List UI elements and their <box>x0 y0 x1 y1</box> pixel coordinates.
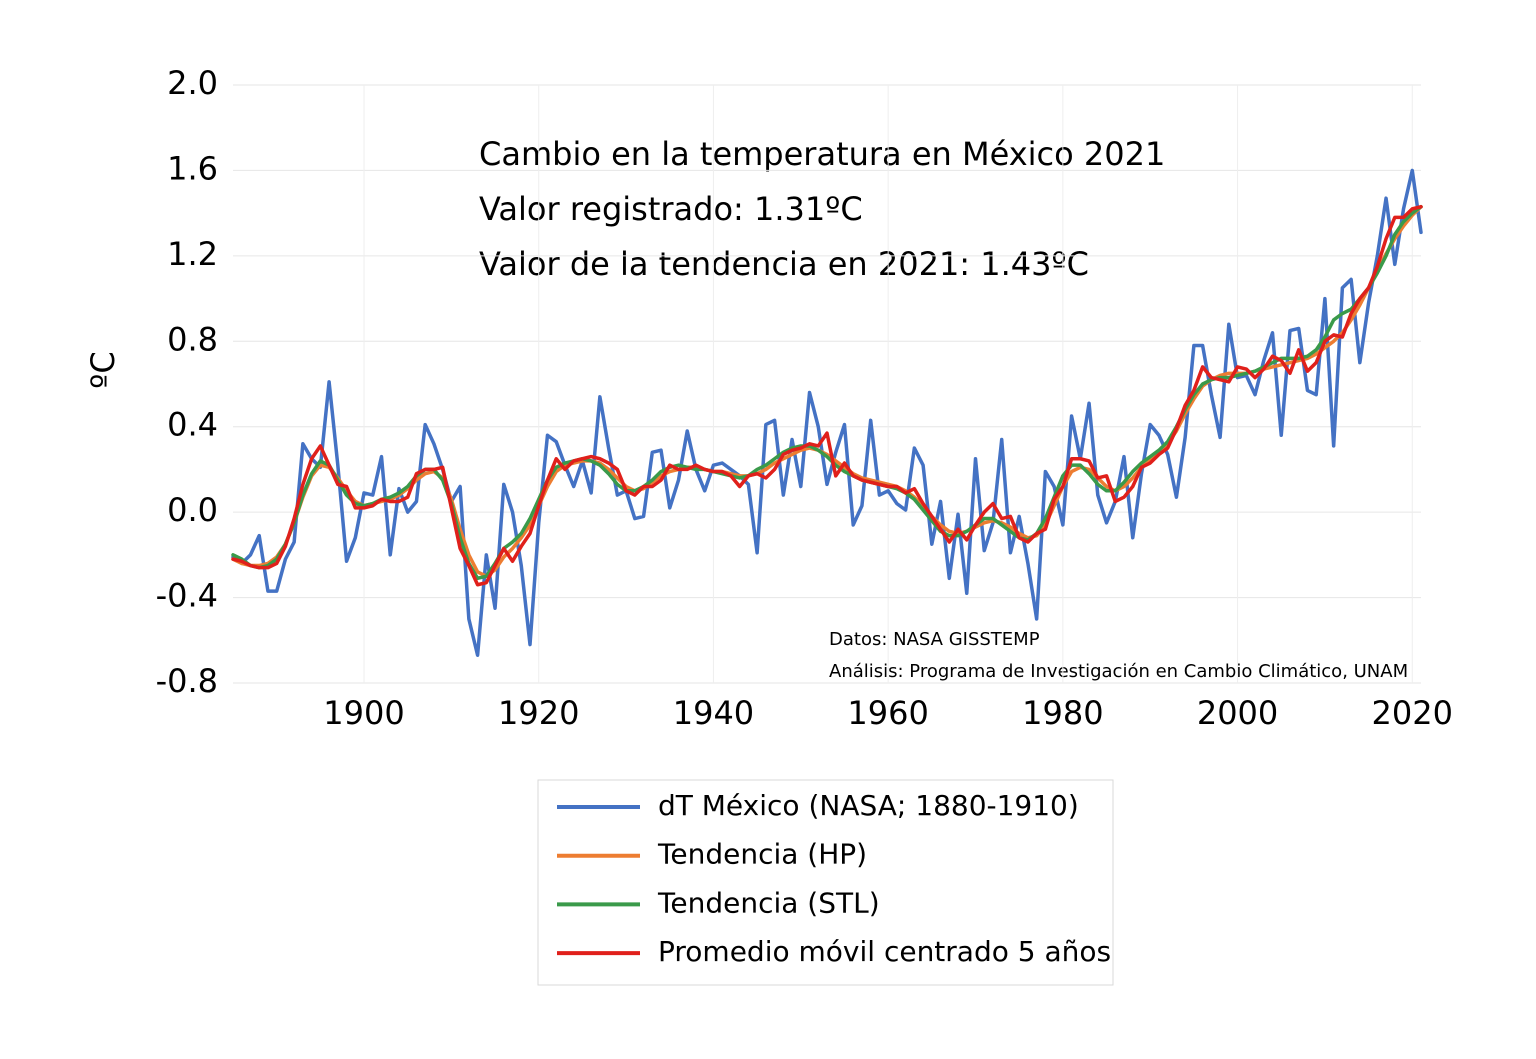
y-tick-label: 1.2 <box>167 235 218 273</box>
series-line <box>231 168 1423 657</box>
annotation: Valor registrado: 1.31ºC <box>479 190 863 228</box>
x-tick-label: 1940 <box>673 694 754 732</box>
y-tick-label: 0.0 <box>167 491 218 529</box>
legend-box <box>537 779 1114 986</box>
y-tick-label: 1.6 <box>167 149 218 187</box>
x-tick-label: 2000 <box>1197 694 1278 732</box>
x-tick-label: 1920 <box>498 694 579 732</box>
x-tick-label: 1980 <box>1022 694 1103 732</box>
y-tick-label: 0.4 <box>167 406 218 444</box>
legend-label: Tendencia (HP) <box>657 838 867 871</box>
y-tick-label: 2.0 <box>167 64 218 102</box>
y-tick-label: -0.8 <box>156 662 218 700</box>
x-tick-label: 1900 <box>323 694 404 732</box>
legend-label: Tendencia (STL) <box>657 886 880 919</box>
annotation: Valor de la tendencia en 2021: 1.43ºC <box>479 245 1089 283</box>
legend-label: dT México (NASA; 1880-1910) <box>658 789 1079 822</box>
y-axis-label: ºC <box>84 351 122 388</box>
annotation: Cambio en la temperatura en México 2021 <box>479 135 1165 173</box>
y-tick-label: 0.8 <box>167 320 218 358</box>
x-tick-label: 1960 <box>847 694 928 732</box>
source-note: Análisis: Programa de Investigación en C… <box>829 661 1408 682</box>
source-note: Datos: NASA GISSTEMP <box>829 629 1040 650</box>
x-tick-label: 2020 <box>1372 694 1453 732</box>
series-line <box>231 204 1423 587</box>
y-tick-label: -0.4 <box>156 577 218 615</box>
legend-label: Promedio móvil centrado 5 años <box>658 935 1111 968</box>
